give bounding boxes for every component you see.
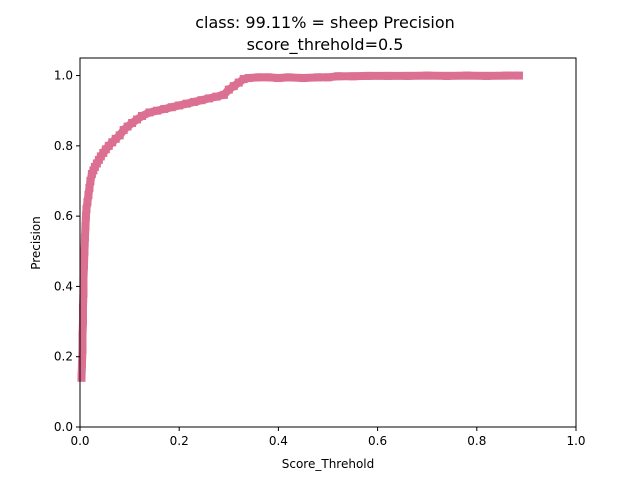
y-tick-label: 1.0 bbox=[54, 69, 73, 83]
x-axis-label: Score_Threhold bbox=[282, 457, 375, 471]
chart-title-line1: class: 99.11% = sheep Precision bbox=[195, 13, 455, 32]
y-tick-label: 0.0 bbox=[54, 420, 73, 434]
x-tick-label: 0.2 bbox=[170, 434, 189, 448]
y-tick-label: 0.4 bbox=[54, 279, 73, 293]
x-tick-label: 0.4 bbox=[269, 434, 288, 448]
data-point bbox=[515, 72, 523, 80]
x-tick-label: 0.0 bbox=[70, 434, 89, 448]
y-tick-label: 0.2 bbox=[54, 350, 73, 364]
x-tick-label: 0.6 bbox=[368, 434, 387, 448]
chart-title-line2: score_threhold=0.5 bbox=[247, 35, 404, 55]
y-tick-label: 0.6 bbox=[54, 209, 73, 223]
x-tick-label: 0.8 bbox=[467, 434, 486, 448]
y-tick-label: 0.8 bbox=[54, 139, 73, 153]
y-axis-label: Precision bbox=[29, 216, 43, 270]
x-tick-label: 1.0 bbox=[566, 434, 585, 448]
